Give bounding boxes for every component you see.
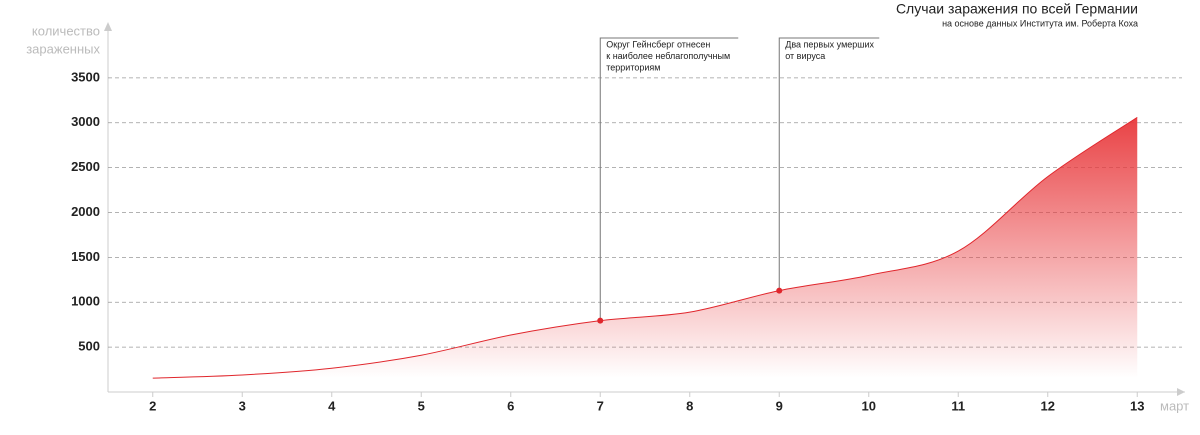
area-line: [152, 116, 1138, 379]
chart-title: Случаи заражения по всей Германии: [896, 1, 1138, 17]
annotation-leader: [778, 37, 880, 291]
x-tick-label: 3: [239, 398, 246, 413]
x-tick-label: 2: [149, 398, 156, 413]
x-tick-label: 5: [418, 398, 425, 413]
data-point: [597, 317, 604, 324]
x-tick-label: 6: [507, 398, 514, 413]
x-tick-label: 12: [1041, 398, 1055, 413]
x-tick-label: 7: [597, 398, 604, 413]
annotation-text: от вируса: [785, 51, 825, 61]
x-tick-label: 4: [328, 398, 336, 413]
data-point: [776, 287, 783, 294]
y-tick-label: 500: [78, 339, 100, 354]
y-axis-label: зараженных: [26, 41, 100, 56]
x-tick-label: 13: [1130, 398, 1144, 413]
x-tick-label: 8: [686, 398, 693, 413]
x-tick-label: 11: [951, 398, 965, 413]
y-tick-label: 1500: [71, 249, 100, 264]
y-axis-label: количество: [32, 23, 100, 38]
annotation-text: к наиболее неблагополучным: [606, 51, 730, 61]
y-tick-label: 2000: [71, 204, 100, 219]
annotation-text: территориям: [606, 62, 660, 72]
x-tick-label: 9: [776, 398, 783, 413]
chart-subtitle: на основе данных Института им. Роберта К…: [942, 18, 1138, 28]
y-tick-label: 2500: [71, 159, 100, 174]
annotation-leader: [599, 37, 739, 321]
y-tick-label: 3500: [71, 69, 100, 84]
y-tick-label: 3000: [71, 114, 100, 129]
annotation-text: Округ Гейнсберг отнесен: [606, 39, 710, 49]
x-axis-arrow: [1177, 388, 1185, 396]
area-fill: [152, 117, 1138, 379]
y-tick-label: 1000: [71, 294, 100, 309]
annotation-text: Два первых умерших: [785, 39, 874, 49]
y-axis-arrow: [104, 22, 112, 31]
x-tick-label: 10: [862, 398, 876, 413]
x-axis-label: март: [1160, 398, 1189, 413]
